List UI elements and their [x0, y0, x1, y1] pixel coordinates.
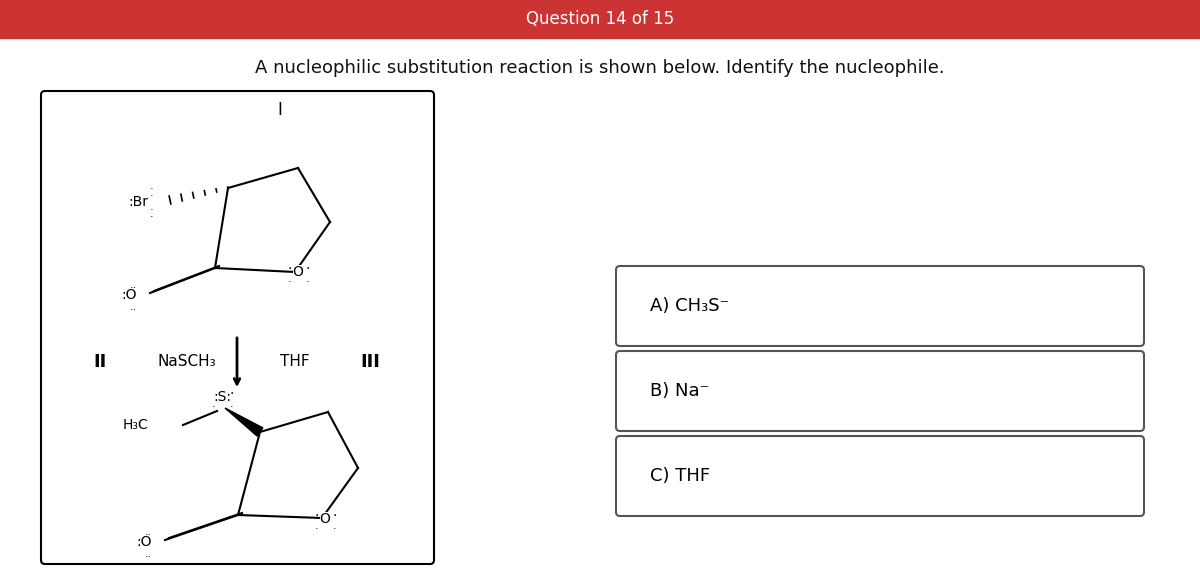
Text: A nucleophilic substitution reaction is shown below. Identify the nucleophile.: A nucleophilic substitution reaction is … — [256, 59, 944, 77]
Text: .: . — [306, 274, 310, 284]
Text: .: . — [288, 258, 292, 272]
Text: O: O — [319, 512, 330, 526]
Text: .: . — [230, 383, 234, 397]
Text: ..: .. — [130, 280, 137, 290]
Text: :O: :O — [121, 288, 137, 302]
FancyBboxPatch shape — [41, 91, 434, 564]
FancyBboxPatch shape — [616, 351, 1144, 431]
Text: .: . — [212, 383, 216, 397]
Bar — [0, 0, 1200, 38]
Text: THF: THF — [280, 354, 310, 370]
Text: :S:: :S: — [214, 390, 230, 404]
Text: .: . — [334, 521, 337, 531]
Text: B) Na⁻: B) Na⁻ — [650, 382, 709, 400]
Text: Question 14 of 15: Question 14 of 15 — [526, 10, 674, 28]
FancyBboxPatch shape — [616, 436, 1144, 516]
Text: .̇̇: .̇̇ — [150, 209, 154, 219]
Text: III: III — [360, 353, 380, 371]
Text: .̇̇: .̇̇ — [150, 188, 154, 198]
Text: .: . — [212, 399, 216, 409]
FancyBboxPatch shape — [616, 266, 1144, 346]
Text: I: I — [277, 101, 282, 119]
Text: H₃C: H₃C — [122, 418, 148, 432]
Text: ..: .. — [144, 549, 151, 559]
Text: .: . — [314, 505, 319, 519]
Text: .: . — [288, 274, 292, 284]
Text: C) THF: C) THF — [650, 467, 710, 485]
Text: II: II — [94, 353, 107, 371]
Text: .: . — [332, 505, 337, 519]
Text: O: O — [293, 265, 304, 279]
Text: ..: .. — [130, 302, 137, 312]
Text: .: . — [230, 399, 234, 409]
Text: :O: :O — [137, 535, 152, 549]
Text: NaSCH₃: NaSCH₃ — [157, 354, 216, 370]
Text: .: . — [306, 258, 310, 272]
Text: A) CH₃S⁻: A) CH₃S⁻ — [650, 297, 730, 315]
Polygon shape — [226, 408, 263, 436]
Text: .: . — [316, 521, 319, 531]
Text: ..: .. — [144, 527, 151, 537]
Text: :Br: :Br — [128, 195, 148, 209]
